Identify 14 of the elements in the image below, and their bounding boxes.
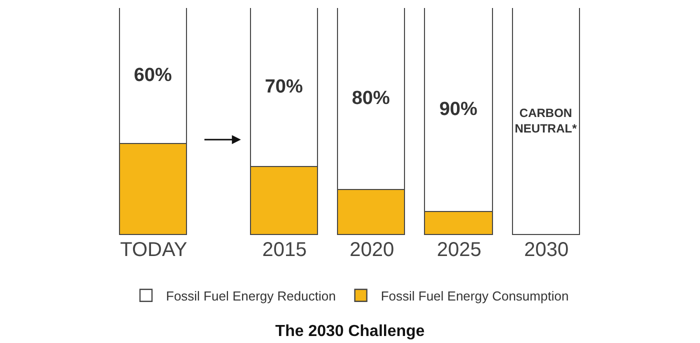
data-label: 60%: [134, 64, 172, 86]
x-tick-label: 2025: [436, 239, 482, 261]
x-tick-label: TODAY: [120, 239, 188, 261]
x-tick-label: 2015: [262, 239, 307, 261]
x-tick-label: 2030: [524, 239, 569, 261]
x-tick-label: 2020: [350, 239, 394, 261]
data-label: CARBON NEUTRAL*: [514, 106, 578, 136]
data-label: 80%: [352, 88, 390, 109]
legend-label: Fossil Fuel Energy Reduction: [166, 288, 336, 304]
data-label: 90%: [439, 98, 478, 120]
legend-label: Fossil Fuel Energy Consumption: [380, 288, 569, 304]
text: The 2030 Challenge: [275, 323, 425, 340]
bar: [512, 8, 580, 235]
data-label: 70%: [264, 76, 303, 98]
